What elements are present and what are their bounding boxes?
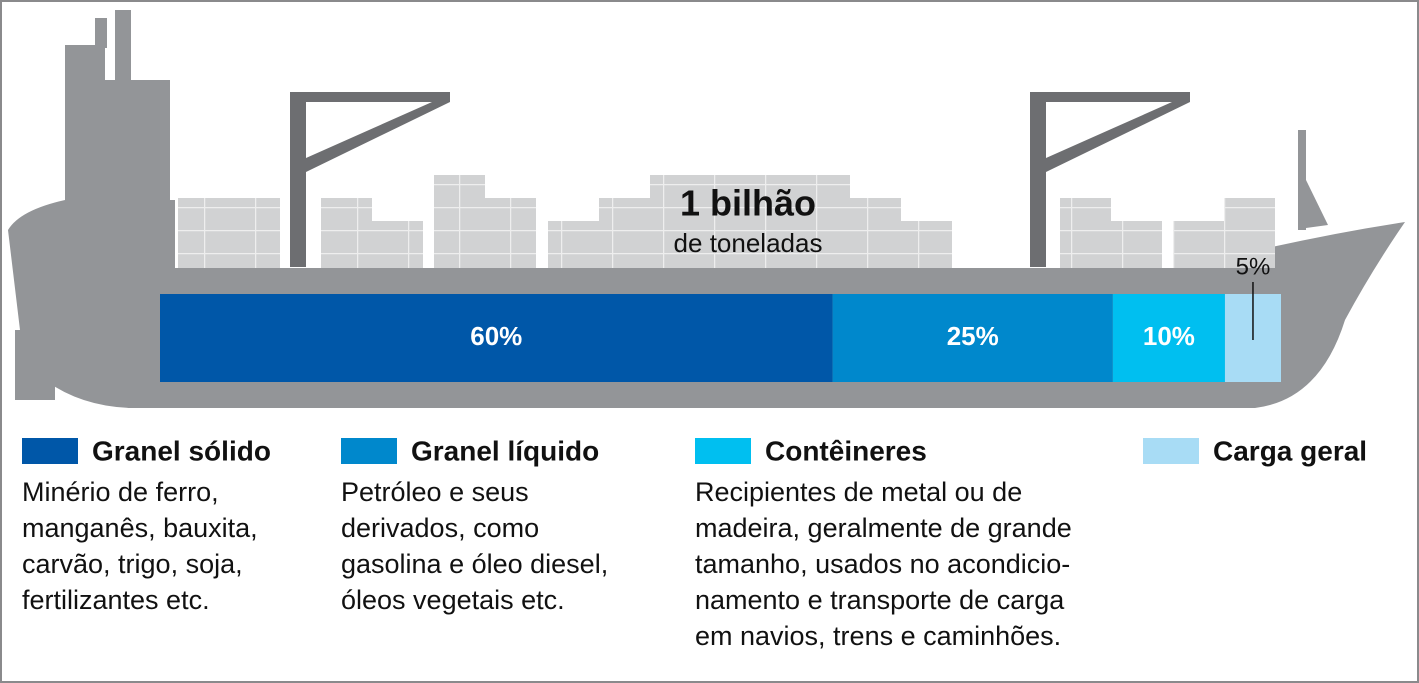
legend-description: Recipientes de metal ou de	[695, 477, 1022, 507]
legend-label: Granel líquido	[411, 435, 599, 466]
legend: Granel sólido Minério de ferro, manganês, …	[22, 435, 1367, 651]
legend-description: manganês, bauxita,	[22, 513, 258, 543]
legend-description: namento e transporte de carga	[695, 585, 1065, 615]
legend-swatch	[341, 438, 397, 464]
legend-description: óleos vegetais etc.	[341, 585, 565, 615]
value-label: 25%	[947, 321, 999, 351]
legend-description: Petróleo e seus	[341, 477, 529, 507]
title: 1 bilhão	[680, 183, 816, 224]
legend-label: Carga geral	[1213, 435, 1367, 466]
legend-description: em navios, trens e caminhões.	[695, 621, 1061, 651]
value-label: 5%	[1236, 253, 1271, 280]
bar-segment	[160, 294, 833, 382]
cranes	[290, 92, 1190, 267]
containers	[178, 175, 1275, 268]
legend-description: tamanho, usados no acondicio-	[695, 549, 1070, 579]
legend-swatch	[1143, 438, 1199, 464]
bar-segment	[832, 294, 1113, 382]
legend-description: gasolina e óleo diesel,	[341, 549, 608, 579]
legend-label: Granel sólido	[92, 435, 271, 466]
legend-swatch	[22, 438, 78, 464]
legend-description: carvão, trigo, soja,	[22, 549, 243, 579]
legend-label: Contêineres	[765, 435, 927, 466]
legend-description: madeira, geralmente de grande	[695, 513, 1072, 543]
bar-group: 60% 25% 10% 5%	[160, 253, 1281, 382]
legend-description: fertilizantes etc.	[22, 585, 210, 615]
bar-segment	[1112, 294, 1225, 382]
subtitle: de toneladas	[674, 228, 823, 258]
value-label: 60%	[470, 321, 522, 351]
legend-description: derivados, como	[341, 513, 539, 543]
legend-swatch	[695, 438, 751, 464]
legend-description: Minério de ferro,	[22, 477, 219, 507]
value-label: 10%	[1143, 321, 1195, 351]
